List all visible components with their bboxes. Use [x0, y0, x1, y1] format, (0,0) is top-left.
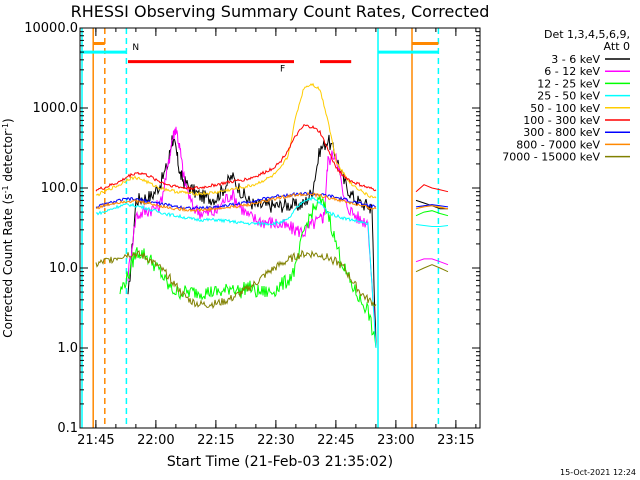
series-line-4 — [95, 82, 377, 199]
y-tick-label-3: 100.0 — [41, 181, 78, 196]
series-line-1 — [127, 126, 377, 349]
x-tick-label-6: 23:15 — [437, 433, 474, 448]
series-tail-7 — [415, 205, 449, 210]
y-tick-label-1: 1.0 — [57, 341, 78, 356]
data-layer: NF — [80, 28, 449, 428]
series-line-8 — [95, 249, 377, 310]
series-tail-6 — [415, 204, 449, 208]
legend-label-5: 100 - 300 keV — [523, 114, 600, 127]
x-tick-label-4: 22:45 — [317, 433, 354, 448]
y-axis-label-part: detector — [1, 131, 15, 186]
y-axis-label-part: Corrected Count Rate (s — [1, 193, 15, 337]
series-tail-5 — [415, 184, 449, 193]
footer-timestamp: 15-Oct-2021 12:24 — [560, 468, 636, 477]
series-tail-1 — [415, 258, 449, 266]
legend-label-4: 50 - 100 keV — [530, 102, 600, 115]
y-tick-label-2: 10.0 — [49, 261, 78, 276]
chart-title: RHESSI Observing Summary Count Rates, Co… — [71, 2, 490, 21]
x-tick-label-0: 21:45 — [77, 433, 114, 448]
y-axis-label-part: ) — [1, 118, 15, 123]
y-tick-label-4: 1000.0 — [33, 101, 79, 116]
series-line-6 — [95, 191, 377, 211]
axes: 0.1 1.0 10.0 100.0 1000.0 10000.0 21:45 22:00 22… — [24, 21, 481, 448]
series-line-2 — [119, 195, 377, 349]
legend-label-7: 800 - 7000 keV — [516, 138, 600, 151]
series-line-7 — [95, 191, 377, 213]
series-line-0 — [127, 134, 377, 349]
y-axis-label-part: -1 — [1, 123, 10, 131]
legend-label-2: 12 - 25 keV — [537, 77, 600, 90]
y-tick-label-5: 10000.0 — [24, 21, 78, 36]
series-tail-2 — [415, 210, 449, 217]
series-line-3 — [95, 195, 377, 349]
series-tail-3 — [415, 224, 449, 227]
x-tick-label-1: 22:00 — [137, 433, 174, 448]
y-axis-label-text: Corrected Count Rate (s-1 detector-1) — [1, 118, 16, 337]
series-line-5 — [95, 124, 377, 192]
y-tick-label-0: 0.1 — [57, 421, 78, 436]
x-tick-label-3: 22:30 — [257, 433, 294, 448]
x-tick-label-5: 23:00 — [377, 433, 414, 448]
plot-area: NF — [80, 28, 449, 428]
plot-frame — [79, 27, 481, 429]
state-bar-label-2: F — [280, 65, 285, 75]
legend-label-3: 25 - 50 keV — [537, 90, 600, 103]
legend-label-8: 7000 - 15000 keV — [502, 151, 600, 164]
y-axis-label: Corrected Count Rate (s-1 detector-1) — [1, 118, 16, 337]
series-tail-8 — [415, 264, 449, 273]
legend-header-1: Att 0 — [604, 40, 630, 53]
x-tick-label-2: 22:15 — [197, 433, 234, 448]
legend-label-0: 3 - 6 keV — [551, 53, 600, 66]
y-axis-label-part: -1 — [1, 185, 10, 193]
x-axis-label: Start Time (21-Feb-03 21:35:02) — [167, 454, 393, 470]
legend-label-6: 300 - 800 keV — [523, 126, 600, 139]
state-bar-label-0: N — [132, 43, 139, 53]
legend-label-1: 6 - 12 keV — [544, 65, 600, 78]
legend-header-0: Det 1,3,4,5,6,9, — [544, 28, 630, 41]
